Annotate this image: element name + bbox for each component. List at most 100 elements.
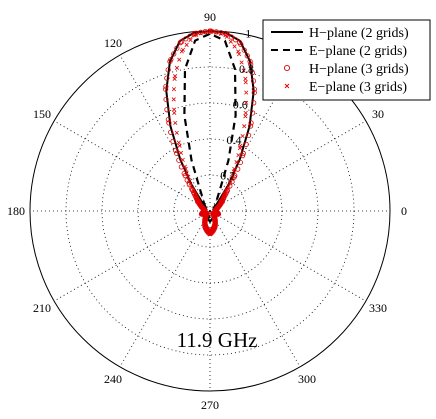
data-point [243, 110, 248, 115]
data-point [170, 138, 176, 144]
data-point [187, 33, 193, 39]
data-point [239, 60, 244, 65]
data-point [248, 61, 254, 67]
data-point [164, 107, 170, 113]
data-point [174, 130, 179, 135]
data-point [251, 90, 257, 96]
frequency-annotation: 11.9 GHz [177, 328, 258, 352]
data-point [232, 44, 237, 49]
radial-tick-label: 1 [245, 27, 251, 41]
legend-item: H−plane (3 grids) [283, 62, 409, 77]
data-point [167, 58, 173, 65]
radial-tick-label: 0.6 [233, 98, 248, 112]
data-point [171, 97, 176, 102]
data-point [243, 114, 248, 119]
data-point [198, 31, 203, 36]
data-point [182, 173, 188, 179]
data-point [192, 33, 197, 38]
data-point [244, 53, 250, 59]
data-point [179, 39, 185, 45]
data-point [214, 30, 219, 35]
legend-swatch [284, 83, 290, 89]
data-point [248, 120, 254, 126]
data-point [232, 37, 239, 43]
radial-tick-label: 0.2 [220, 169, 235, 183]
data-point [176, 140, 181, 145]
data-point [213, 208, 218, 214]
data-point [166, 120, 172, 126]
data-point [236, 52, 242, 57]
data-point [240, 150, 246, 156]
data-point [223, 33, 228, 38]
data-point [242, 124, 247, 129]
data-point [174, 150, 180, 156]
series-2 [183, 32, 237, 221]
angular-tick-label: 180 [7, 204, 25, 218]
angular-tick-label: 330 [369, 301, 387, 315]
data-point [178, 164, 184, 170]
legend: H−plane (2 grids) E−plane (2 grids) H−plan… [262, 19, 431, 101]
data-point [186, 178, 191, 183]
data-point [250, 78, 257, 84]
data-point [185, 174, 190, 179]
data-point [174, 45, 180, 51]
radial-tick-label: 0.4 [227, 133, 242, 147]
data-point [230, 173, 235, 178]
data-point [171, 51, 177, 57]
data-point [234, 160, 239, 165]
data-point [249, 70, 255, 76]
angular-tick-label: 210 [33, 301, 51, 315]
data-point [243, 80, 248, 85]
angular-tick-label: 120 [104, 36, 122, 50]
data-point [237, 39, 243, 46]
data-point [222, 190, 228, 196]
series-line [183, 32, 237, 221]
data-point [178, 150, 184, 155]
data-point [172, 110, 177, 115]
data-point [224, 187, 230, 192]
data-point [241, 68, 246, 73]
data-point [163, 86, 169, 92]
data-point [251, 100, 257, 106]
data-point [173, 147, 179, 153]
angular-tick-label: 150 [33, 107, 51, 121]
data-point [164, 75, 170, 81]
data-point [244, 90, 249, 95]
data-point [229, 176, 234, 182]
data-point [247, 58, 253, 65]
data-point [250, 110, 256, 116]
data-point [235, 166, 241, 172]
data-point [179, 49, 184, 54]
data-point [177, 57, 182, 62]
legend-swatch [283, 64, 291, 72]
legend-label: E−plane (2 grids) [309, 44, 407, 59]
legend-item: E−plane (2 grids) [271, 44, 407, 59]
series-4 [171, 28, 249, 237]
legend-label: H−plane (3 grids) [309, 62, 409, 77]
data-point [173, 120, 178, 125]
data-point [183, 166, 188, 171]
angular-tick-label: 30 [372, 107, 384, 121]
angular-tick-label: 90 [204, 10, 216, 24]
legend-label: H−plane (2 grids) [309, 26, 409, 41]
data-point [171, 107, 177, 112]
data-point [163, 96, 169, 103]
angular-tick-label: 300 [298, 372, 316, 386]
data-point [165, 117, 171, 123]
data-point [163, 83, 169, 90]
data-point [218, 31, 223, 36]
data-point [228, 180, 233, 185]
data-point [165, 67, 171, 73]
data-point [189, 185, 195, 190]
angular-tick-label: 270 [201, 398, 219, 412]
legend-box [262, 19, 431, 101]
data-point [228, 39, 233, 44]
data-point [224, 187, 230, 193]
legend-item: H−plane (2 grids) [271, 26, 409, 41]
data-point [244, 100, 249, 105]
series-layer [163, 28, 257, 237]
legend-label: E−plane (3 grids) [309, 80, 407, 95]
data-point [182, 164, 187, 169]
data-point [228, 34, 234, 40]
